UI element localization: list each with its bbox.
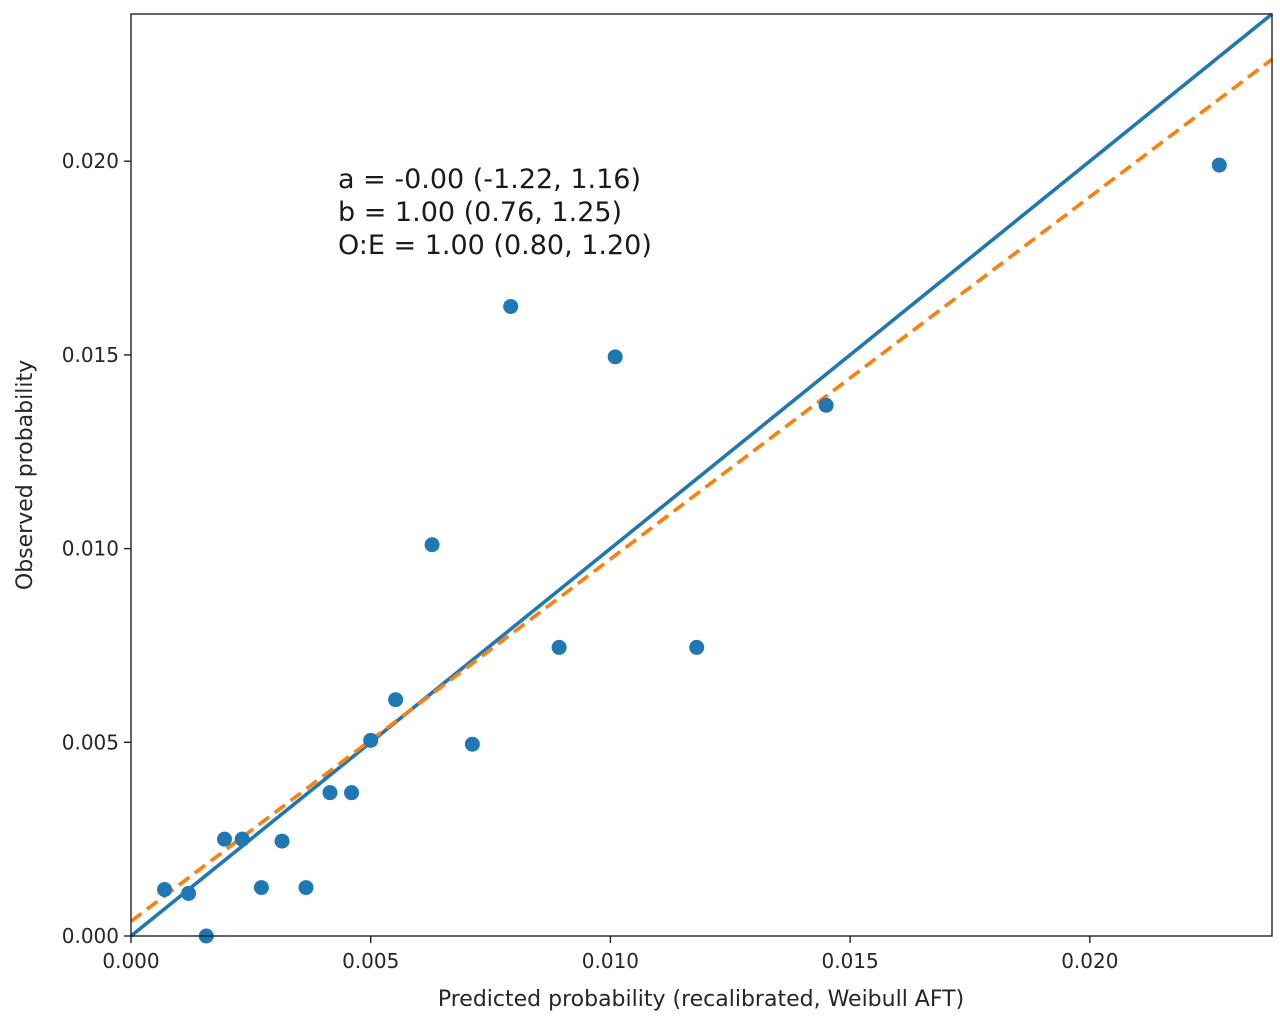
scatter-point [234, 831, 250, 847]
scatter-point [551, 639, 567, 655]
scatter-point [363, 732, 379, 748]
scatter-point [388, 692, 404, 708]
y-tick-label: 0.020 [62, 149, 119, 173]
scatter-point [607, 349, 623, 365]
scatter-point [253, 880, 269, 896]
x-tick-label: 0.015 [821, 949, 878, 973]
annotation-oe-ratio: O:E = 1.00 (0.80, 1.20) [338, 230, 652, 261]
x-tick-label: 0.000 [102, 949, 159, 973]
annotation-intercept: a = -0.00 (-1.22, 1.16) [338, 164, 641, 195]
scatter-point [298, 880, 314, 896]
x-tick-label: 0.005 [342, 949, 399, 973]
y-tick-label: 0.010 [62, 537, 119, 561]
y-tick-label: 0.015 [62, 343, 119, 367]
scatter-point [424, 537, 440, 553]
scatter-point [503, 298, 519, 314]
scatter-point [464, 736, 480, 752]
y-axis-ticks: 0.000 0.005 0.010 0.015 0.020 [62, 149, 131, 948]
y-tick-label: 0.005 [62, 730, 119, 754]
x-tick-label: 0.010 [582, 949, 639, 973]
scatter-point [322, 785, 338, 801]
y-tick-label: 0.000 [62, 924, 119, 948]
y-axis-label: Observed probability [13, 360, 38, 590]
scatter-point [181, 885, 197, 901]
ideal-calibration-line [129, 12, 1274, 938]
annotation-slope: b = 1.00 (0.76, 1.25) [338, 197, 622, 228]
scatter-point [1211, 157, 1227, 173]
plot-frame [130, 13, 1273, 937]
scatter-points [157, 157, 1227, 944]
scatter-point [344, 785, 360, 801]
scatter-point [157, 882, 173, 898]
scatter-point [274, 833, 290, 849]
fitted-calibration-line [129, 57, 1274, 923]
x-tick-label: 0.020 [1061, 949, 1118, 973]
scatter-point [689, 639, 705, 655]
x-axis-ticks: 0.000 0.005 0.010 0.015 0.020 [102, 936, 1118, 973]
calibration-lines [129, 12, 1274, 938]
scatter-point [216, 831, 232, 847]
x-axis-label: Predicted probability (recalibrated, Wei… [438, 987, 964, 1012]
scatter-point [818, 397, 834, 413]
